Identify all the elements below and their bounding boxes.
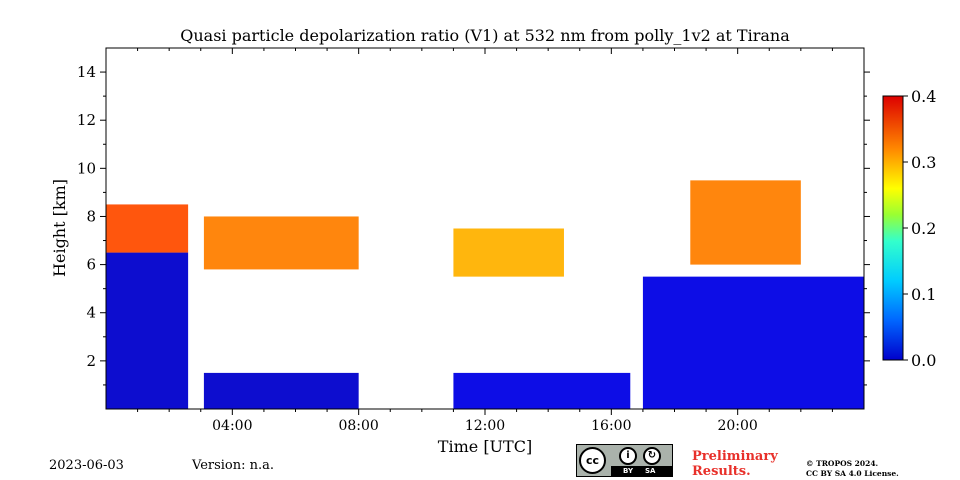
cc-sa-label: SA <box>645 467 656 475</box>
plot-area <box>106 180 864 409</box>
cc-strip: BY SA <box>611 466 672 476</box>
x-axis: 04:00 08:00 12:00 16:00 20:00 <box>137 48 833 434</box>
chart-title: Quasi particle depolarization ratio (V1)… <box>180 26 790 45</box>
preliminary-results-label: Preliminary Results. <box>692 449 778 479</box>
x-tick-label: 04:00 <box>212 418 252 434</box>
depol-layer-6 <box>642 276 864 409</box>
depol-layer-5 <box>453 228 564 277</box>
cc-icon: cc <box>579 447 606 474</box>
cc-by-label: BY <box>623 467 634 475</box>
copyright-label: © TROPOS 2024. CC BY SA 4.0 License. <box>806 459 899 478</box>
y-tick-label: 2 <box>86 352 96 370</box>
y-tick-label: 8 <box>86 207 96 225</box>
y-axis: 2 4 6 8 10 12 14 <box>77 63 870 386</box>
colorbar-tick-label: 0.2 <box>911 219 936 238</box>
x-axis-label: Time [UTC] <box>438 437 532 456</box>
colorbar <box>882 95 904 361</box>
depol-layer-4 <box>453 372 631 409</box>
depol-layer-0 <box>106 252 189 409</box>
version-label: Version: n.a. <box>192 458 275 473</box>
colorbar-axis: 0.0 0.1 0.2 0.3 0.4 <box>903 87 936 370</box>
depol-layer-2 <box>203 372 359 409</box>
y-tick-label: 4 <box>86 304 96 322</box>
y-axis-label: Height [km] <box>50 179 69 277</box>
colorbar-tick-label: 0.3 <box>911 153 936 172</box>
colorbar-tick-label: 0.0 <box>911 351 936 370</box>
x-tick-label: 12:00 <box>465 418 505 434</box>
x-tick-label: 08:00 <box>338 418 378 434</box>
x-tick-label: 20:00 <box>717 418 757 434</box>
colorbar-tick-label: 0.1 <box>911 285 936 304</box>
date-label: 2023-06-03 <box>49 458 124 473</box>
colorbar-tick-label: 0.4 <box>911 87 936 106</box>
depol-layer-1 <box>106 204 189 253</box>
y-tick-label: 12 <box>77 111 96 129</box>
share-alike-icon: ↻ <box>643 447 661 465</box>
y-tick-label: 14 <box>77 63 96 81</box>
y-tick-label: 10 <box>77 159 96 177</box>
attribution-icon: i <box>619 447 637 465</box>
y-tick-label: 6 <box>86 256 96 274</box>
cc-license-badge: cc i ↻ BY SA <box>576 444 673 477</box>
x-tick-label: 16:00 <box>591 418 631 434</box>
depol-layer-7 <box>690 180 801 265</box>
depol-layer-3 <box>203 216 359 270</box>
